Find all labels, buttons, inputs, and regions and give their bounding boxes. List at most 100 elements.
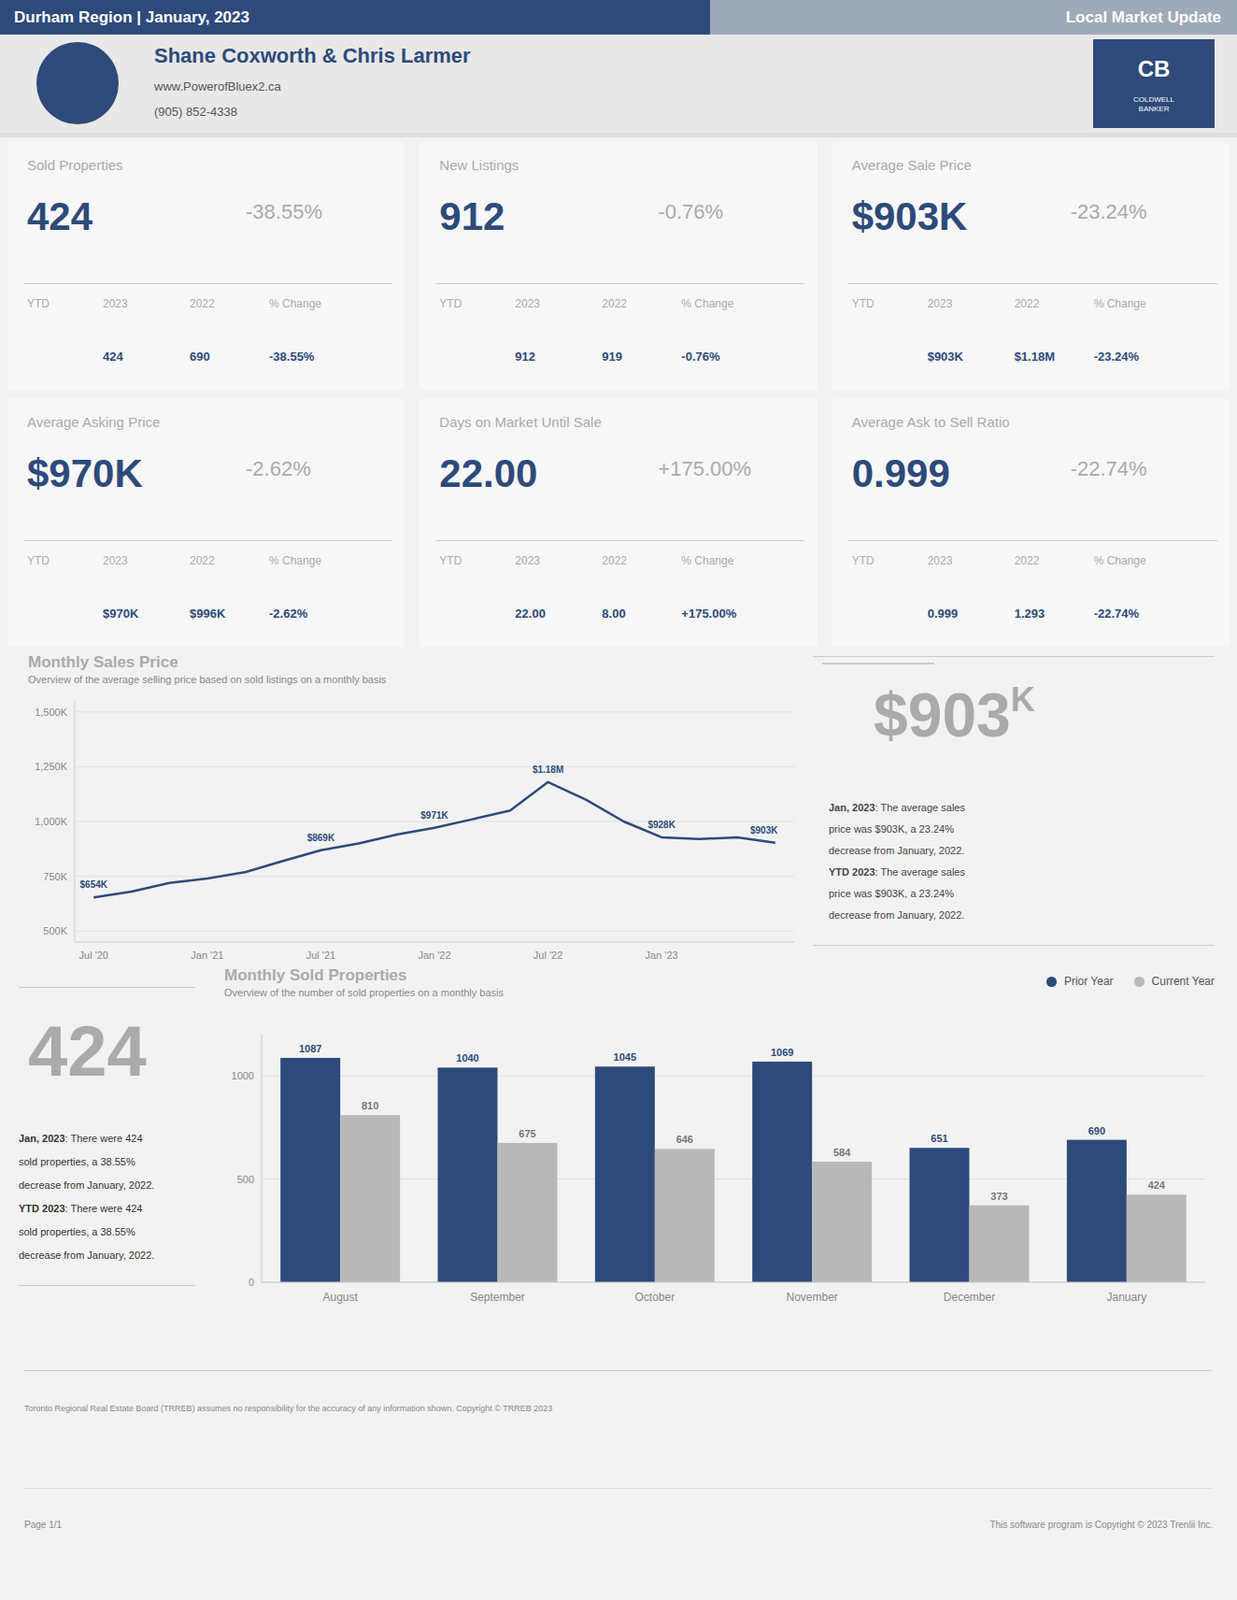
stat-column-header: 2023 [514, 297, 541, 311]
stat-column-header: YTD [439, 297, 462, 311]
stat-column-header: % Change [1094, 554, 1147, 568]
stat-column-header: 2023 [102, 554, 128, 568]
stat-block: Average Asking Price$970K-2.62%YTD202320… [7, 398, 405, 647]
data-label: 651 [930, 1132, 948, 1144]
stat-label: Average Asking Price [27, 413, 160, 430]
description-line: Jan, 2023: The average sales [828, 801, 966, 813]
brand-logo-text: CB [1093, 56, 1215, 83]
data-label: 424 [1148, 1179, 1166, 1191]
panel-big-value: $903K [873, 677, 1036, 753]
stat-value: -23.24% [1094, 349, 1139, 364]
stat-main-value: $970K [27, 451, 143, 497]
stat-value: $903K [927, 349, 964, 364]
x-tick-label: January [1106, 1290, 1147, 1304]
stat-value: 8.00 [601, 606, 626, 621]
description-text: : There were 424 [65, 1132, 143, 1144]
agent-band: Shane Coxworth & Chris Larmerwww.Powerof… [0, 34, 1237, 133]
stat-value: 690 [189, 349, 211, 364]
header-left: Durham Region | January, 2023 [0, 0, 711, 35]
stat-main-value: 22.00 [439, 451, 538, 497]
bar [909, 1147, 970, 1282]
y-tick-label: 500K [42, 924, 68, 937]
grid-line [261, 1281, 1206, 1283]
stat-divider [848, 540, 1218, 541]
line-chart: 500K750K1,000K1,250K1,500KJul '20Jan '21… [18, 689, 813, 970]
x-tick-label: August [322, 1290, 358, 1304]
bar [654, 1148, 715, 1282]
panel-big-value-number: $903 [873, 680, 1011, 750]
chart-subtitle: Overview of the number of sold propertie… [224, 986, 504, 998]
stat-value: $996K [189, 606, 226, 621]
data-label: 675 [518, 1127, 536, 1139]
annotation: $654K [80, 879, 109, 890]
bar [497, 1142, 558, 1282]
x-tick-label: Jan '21 [190, 949, 224, 961]
legend-swatch [1046, 976, 1057, 987]
header-right: Local Market Update [710, 0, 1237, 35]
stat-column-header: YTD [27, 554, 50, 568]
agent-name: Shane Coxworth & Chris Larmer [154, 43, 471, 69]
bar [438, 1066, 498, 1282]
y-tick-label: 500 [237, 1173, 255, 1185]
stat-divider [23, 540, 393, 541]
grid-line [261, 1075, 1206, 1077]
bar [595, 1066, 655, 1282]
description-line: sold properties, a 38.55% [18, 1225, 136, 1237]
description-line: Jan, 2023: There were 424 [18, 1132, 143, 1144]
description-bold: Jan, 2023 [828, 801, 876, 813]
legend-item: Prior Year [1046, 974, 1114, 988]
footer: Toronto Regional Real Estate Board (TRRE… [0, 1319, 1237, 1600]
x-tick-label: September [469, 1290, 526, 1304]
stat-main-value: 0.999 [852, 451, 951, 497]
data-label: 1087 [298, 1042, 322, 1054]
description-line: decrease from January, 2022. [828, 909, 965, 921]
description-line: decrease from January, 2022. [828, 844, 965, 856]
grid-line [261, 1178, 1206, 1180]
stat-pct-change: -2.62% [245, 456, 312, 482]
data-label: 810 [361, 1099, 379, 1111]
data-label: 1040 [455, 1052, 479, 1064]
legend-label: Prior Year [1064, 974, 1114, 988]
description-line: YTD 2023: There were 424 [18, 1202, 143, 1214]
description-text: sold properties, a 38.55% [18, 1225, 136, 1237]
stat-divider [435, 540, 805, 541]
chart-title: Monthly Sales Price [28, 653, 179, 672]
y-tick-label: 1,250K [34, 760, 69, 772]
footer-rule [24, 1487, 1212, 1489]
annotation: $971K [420, 810, 449, 821]
stat-column-header: 2022 [189, 297, 215, 311]
data-label: 1045 [613, 1051, 637, 1063]
y-tick-label: 1,500K [34, 706, 69, 718]
bar [1126, 1194, 1187, 1282]
bar [811, 1161, 872, 1282]
footer-page: Page 1/1 [24, 1519, 62, 1530]
panel-accent [822, 662, 935, 665]
panel-big-value-suffix: K [1010, 680, 1036, 719]
grid-line [74, 710, 795, 712]
stat-label: Average Sale Price [852, 156, 972, 173]
stat-pct-change: +175.00% [657, 456, 752, 482]
bar [280, 1057, 341, 1282]
stat-label: Average Ask to Sell Ratio [852, 413, 1010, 430]
stat-column-header: 2022 [601, 554, 627, 568]
y-axis-line [261, 1034, 263, 1282]
stat-main-value: 424 [27, 194, 93, 240]
stat-value: 919 [601, 349, 623, 364]
x-tick-label: December [943, 1290, 996, 1304]
x-tick-label: Jul '22 [533, 949, 563, 961]
stat-value: 0.999 [927, 606, 959, 621]
description-bold: YTD 2023 [828, 866, 876, 878]
stat-label: Days on Market Until Sale [439, 413, 601, 430]
stat-column-header: 2023 [514, 554, 541, 568]
description-text: price was $903K, a 23.24% [828, 823, 954, 835]
annotation: $903K [750, 824, 779, 836]
description-text: decrease from January, 2022. [828, 844, 965, 856]
stat-column-header: 2023 [927, 554, 953, 568]
description-text: decrease from January, 2022. [18, 1249, 155, 1261]
legend-label: Current Year [1151, 974, 1215, 988]
panel-rule [18, 1284, 196, 1286]
description-text: decrease from January, 2022. [18, 1179, 155, 1191]
brand-logo-subtext: COLDWELL [1093, 95, 1215, 105]
footer-copyright: This software program is Copyright © 202… [989, 1519, 1213, 1530]
bar [969, 1205, 1030, 1282]
